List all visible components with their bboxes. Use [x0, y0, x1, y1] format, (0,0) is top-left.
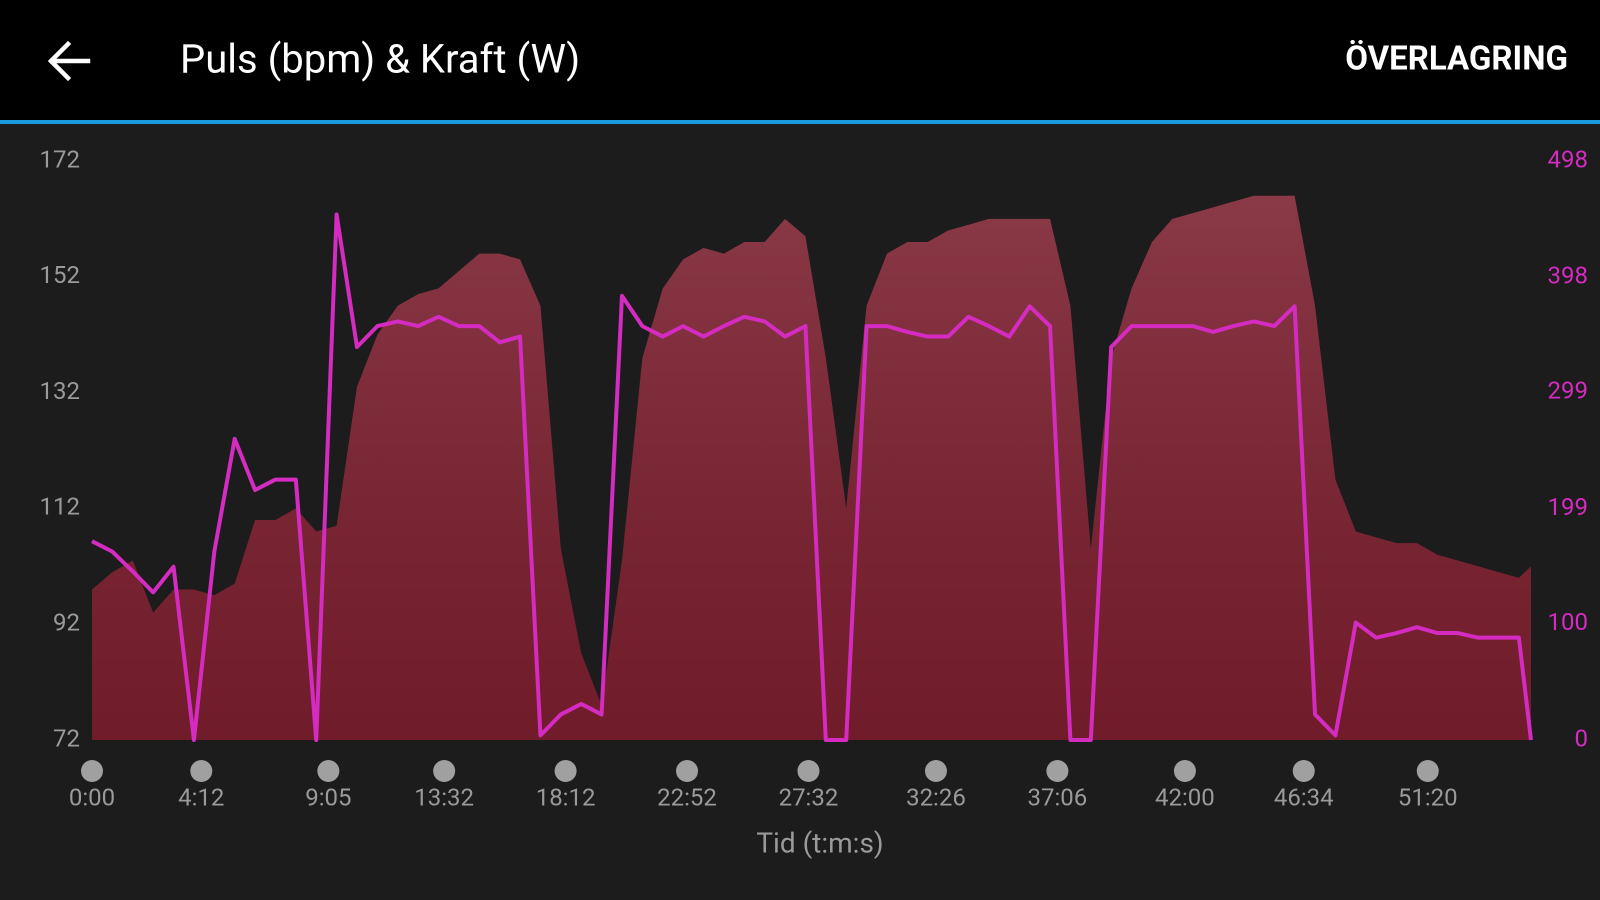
x-tick-label: 22:52 — [657, 783, 717, 811]
y2-tick-label: 398 — [1548, 262, 1588, 290]
x-tick-label: 27:32 — [779, 783, 839, 811]
x-tick-dot — [81, 760, 103, 782]
y-tick-label: 172 — [40, 145, 80, 173]
power-line — [91, 212, 1533, 742]
x-tick-dot — [190, 760, 213, 782]
x-tick-label: 42:00 — [1155, 783, 1215, 811]
x-tick-dot — [924, 760, 947, 782]
header-accent — [0, 120, 1600, 124]
y2-tick-label: 299 — [1548, 377, 1588, 405]
header-bar — [0, 0, 1600, 120]
overlay-button[interactable]: ÖVERLAGRING — [1345, 40, 1568, 79]
y-tick-label: 112 — [40, 493, 80, 521]
x-tick-dot — [1046, 760, 1069, 782]
y2-tick-label: 498 — [1548, 145, 1588, 173]
y-tick-label: 92 — [53, 609, 80, 637]
x-tick-dot — [433, 760, 456, 782]
y-tick-label: 72 — [53, 724, 80, 752]
x-tick-label: 51:20 — [1398, 783, 1458, 811]
x-tick-dot — [554, 760, 577, 782]
x-tick-label: 13:32 — [414, 783, 474, 811]
x-tick-dot — [797, 760, 820, 782]
screen-title: Puls (bpm) & Kraft (W) — [180, 36, 580, 83]
y2-tick-label: 0 — [1575, 724, 1589, 752]
y-tick-label: 152 — [40, 261, 80, 289]
x-axis-title: Tid (t:m:s) — [756, 826, 883, 859]
y-tick-label: 132 — [40, 377, 80, 405]
y2-tick-label: 100 — [1548, 608, 1588, 636]
x-tick-label: 46:34 — [1274, 783, 1334, 811]
x-tick-dot — [1416, 760, 1439, 782]
x-tick-label: 4:12 — [178, 783, 224, 811]
x-tick-label: 0:00 — [69, 783, 115, 811]
x-tick-dot — [1292, 760, 1315, 782]
x-tick-label: 9:05 — [305, 783, 351, 811]
x-tick-label: 32:26 — [906, 783, 966, 811]
x-tick-label: 37:06 — [1028, 783, 1088, 811]
x-tick-label: 18:12 — [536, 783, 596, 811]
back-button[interactable] — [47, 40, 91, 82]
y2-tick-label: 199 — [1548, 493, 1588, 521]
x-tick-dot — [676, 760, 699, 782]
x-tick-dot — [1173, 760, 1196, 782]
x-tick-dot — [317, 760, 340, 782]
